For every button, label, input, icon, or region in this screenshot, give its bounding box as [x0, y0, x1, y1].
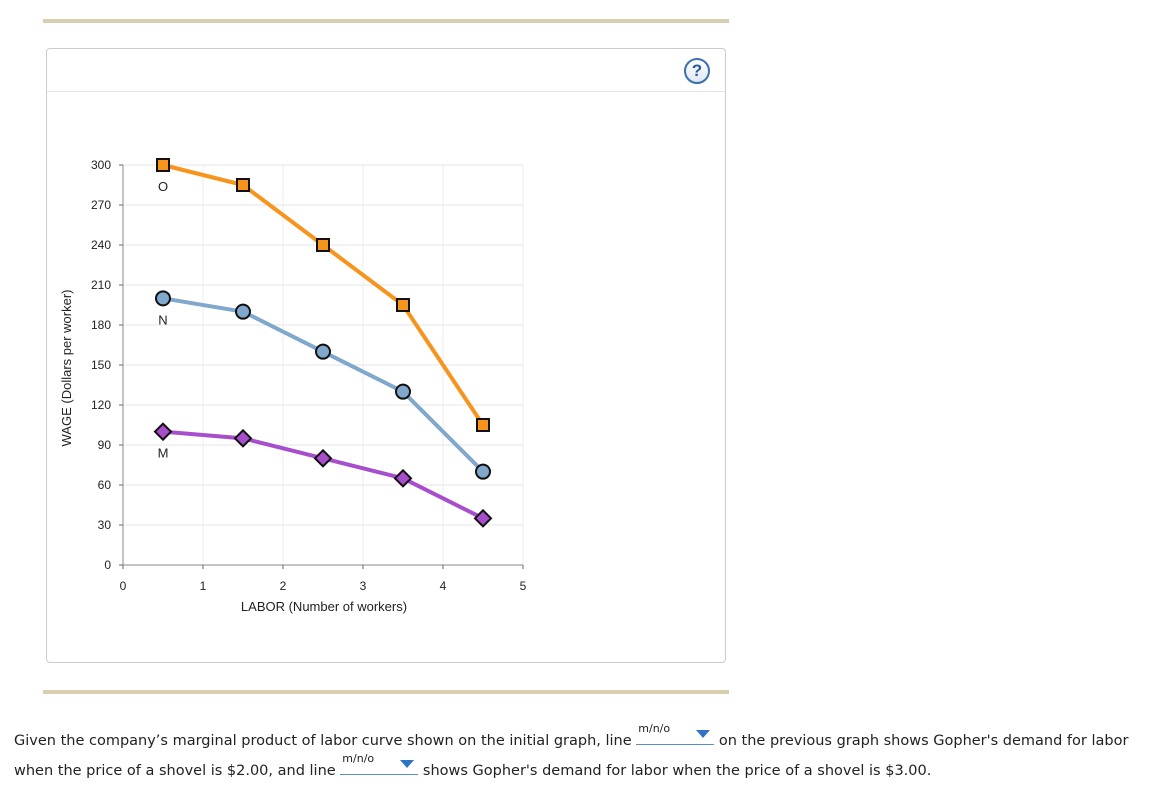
y-tick-label: 120 — [91, 398, 111, 412]
series: O N M — [153, 158, 493, 528]
chevron-down-icon — [400, 760, 415, 768]
series-label-m: M — [158, 446, 169, 461]
data-point-o[interactable] — [396, 298, 410, 312]
series-label-o: O — [158, 179, 168, 194]
data-point-o[interactable] — [316, 238, 330, 252]
x-tick-label: 3 — [360, 579, 367, 593]
question-part-3: shows Gopher's demand for labor when the… — [422, 763, 932, 779]
chevron-down-icon — [696, 730, 711, 738]
data-point-n[interactable] — [395, 383, 411, 400]
data-point-n[interactable] — [235, 303, 251, 320]
series-line-o — [162, 163, 485, 427]
y-tick-label: 300 — [91, 158, 111, 172]
y-tick-label: 150 — [91, 358, 111, 372]
line-dropdown-3-dollar[interactable]: m/n/o — [340, 752, 419, 775]
x-tick-label: 0 — [120, 579, 127, 593]
y-axis-title: WAGE (Dollars per worker) — [59, 290, 74, 447]
series-label-n: N — [158, 312, 167, 327]
data-point-n[interactable] — [155, 290, 171, 307]
y-tick-label: 60 — [98, 478, 112, 492]
x-tick-label: 5 — [520, 579, 527, 593]
question-text: Given the company’s marginal product of … — [14, 722, 1164, 786]
y-tick-label: 0 — [104, 558, 111, 572]
data-point-o[interactable] — [476, 418, 490, 432]
axes: 0 30 60 90 120 150 180 210 240 270 300 0 1 2 3 4 5 — [91, 158, 527, 593]
grid — [123, 164, 524, 565]
bottom-divider — [43, 690, 729, 694]
series-line-n — [162, 296, 485, 474]
data-point-n[interactable] — [475, 463, 491, 480]
question-part-2: on the previous graph shows Gopher's dem… — [14, 733, 1129, 779]
x-tick-label: 2 — [280, 579, 287, 593]
data-point-o[interactable] — [236, 178, 250, 192]
y-tick-label: 30 — [98, 518, 112, 532]
y-tick-label: 270 — [91, 198, 111, 212]
x-axis-title: LABOR (Number of workers) — [241, 599, 407, 614]
top-divider — [43, 19, 729, 23]
dropdown-2-value: m/n/o — [342, 752, 375, 765]
data-point-m[interactable] — [393, 468, 413, 488]
x-tick-label: 4 — [440, 579, 447, 593]
y-tick-label: 90 — [98, 438, 112, 452]
line-dropdown-2-dollar[interactable]: m/n/o — [636, 722, 715, 745]
data-point-o[interactable] — [156, 158, 170, 172]
data-point-n[interactable] — [315, 343, 331, 360]
data-point-m[interactable] — [473, 508, 493, 528]
question-part-1: Given the company’s marginal product of … — [14, 733, 632, 749]
y-tick-label: 210 — [91, 278, 111, 292]
panel-header-divider — [47, 91, 725, 92]
data-point-m[interactable] — [153, 422, 173, 442]
data-point-m[interactable] — [313, 448, 333, 468]
y-tick-label: 180 — [91, 318, 111, 332]
x-tick-label: 1 — [200, 579, 207, 593]
help-icon[interactable]: ? — [684, 58, 710, 84]
demand-chart: 0 30 60 90 120 150 180 210 240 270 300 0 1 2 3 4 5 O N M W… — [59, 158, 527, 614]
data-point-m[interactable] — [233, 428, 253, 448]
dropdown-1-value: m/n/o — [638, 722, 671, 735]
graph-panel: ? — [46, 48, 726, 663]
y-tick-label: 240 — [91, 238, 111, 252]
